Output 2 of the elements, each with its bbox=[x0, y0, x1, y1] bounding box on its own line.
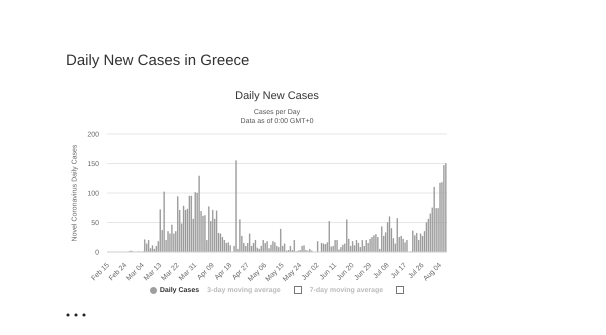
chart-subtitle: Daily New Cases bbox=[234, 90, 320, 102]
chart-title: Daily New Cases in Greece bbox=[66, 52, 250, 69]
